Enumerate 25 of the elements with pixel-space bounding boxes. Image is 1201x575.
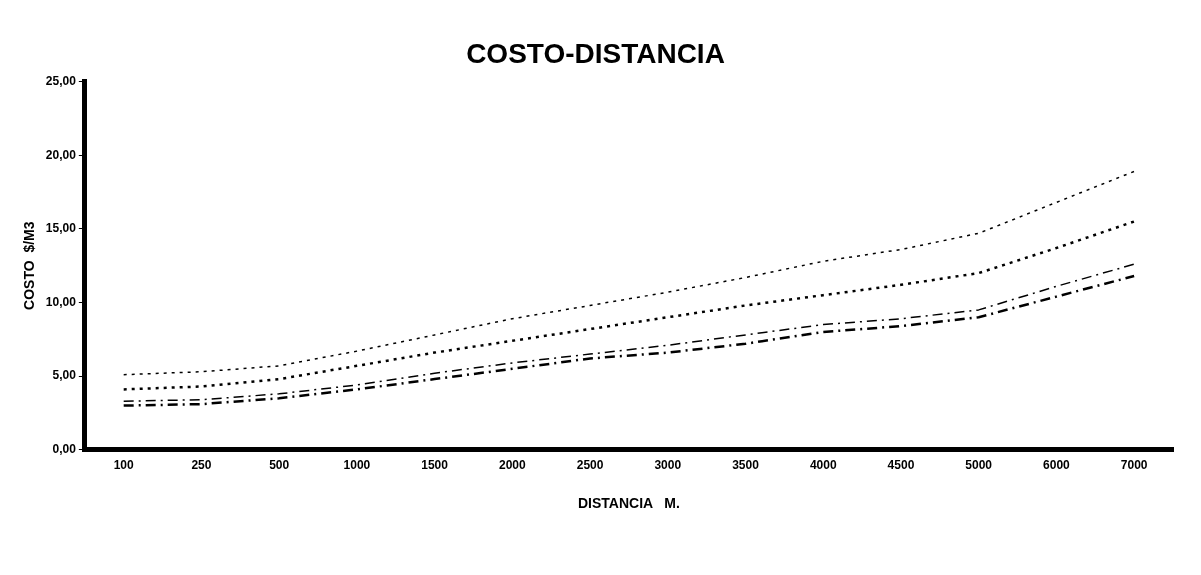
x-tick-label: 6000 [1043,458,1071,473]
y-tick-label: 15,00 [45,221,77,236]
x-tick-label: 4000 [809,458,837,473]
y-tick-label: 20,00 [45,147,77,162]
x-tick-label: 3500 [732,458,760,473]
y-tick-label: 0,00 [52,442,77,457]
chart-title: COSTO-DISTANCIA [466,37,725,69]
x-tick-label: 1500 [421,458,449,473]
y-tick-label: 25,00 [45,73,77,88]
y-tick-label: 10,00 [45,294,77,309]
x-tick-label: 500 [269,458,290,473]
y-axis-title: COSTO $/M3 [21,221,38,310]
x-tick-label: 1000 [343,458,371,473]
x-tick-label: 4500 [887,458,915,473]
y-tick-label: 5,00 [52,368,77,383]
x-tick-label: 5000 [965,458,993,473]
x-tick-label: 7000 [1120,458,1148,473]
x-axis-title: DISTANCIA M. [577,495,680,512]
x-tick-label: 2000 [498,458,526,473]
x-tick-label: 3000 [654,458,682,473]
x-tick-label: 250 [191,458,212,473]
x-tick-label: 100 [113,458,135,473]
line-series [122,170,1135,376]
x-tick-label: 2500 [576,458,604,473]
line-series [122,220,1136,391]
